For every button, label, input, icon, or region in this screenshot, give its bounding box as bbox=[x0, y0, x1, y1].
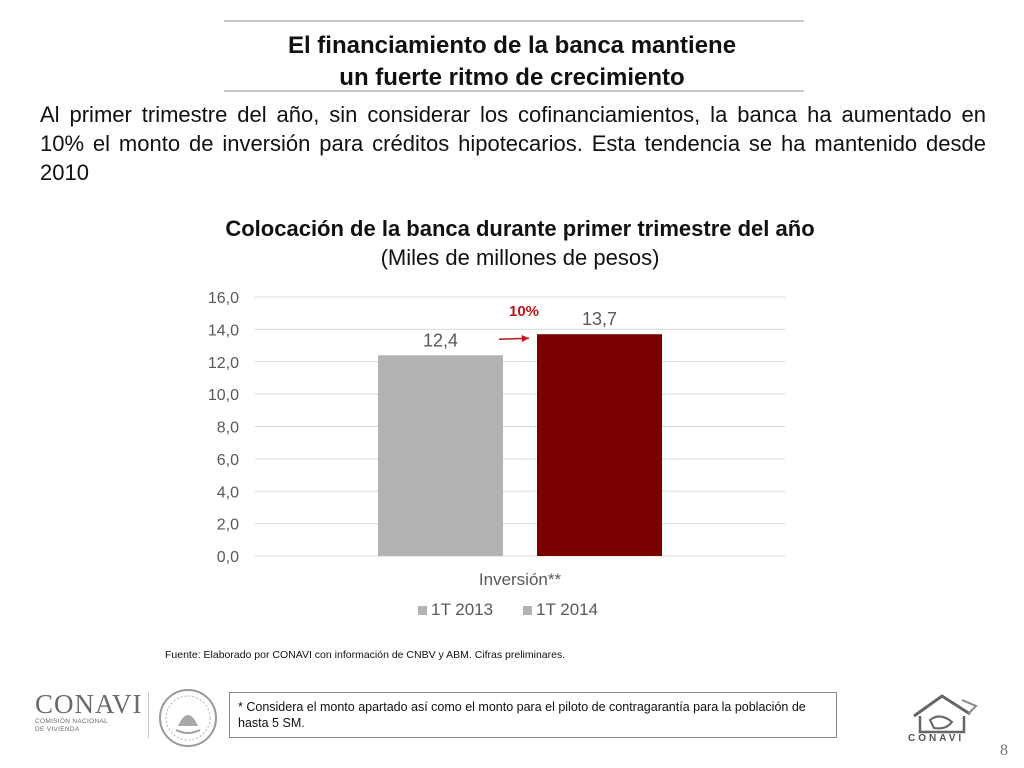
bar-chart: 0,0 2,0 4,0 6,0 8,0 10,0 12,0 14,0 16,0 12,4 13,7 I… bbox=[208, 290, 785, 619]
growth-annotation: 10% bbox=[509, 303, 539, 320]
legend-swatch bbox=[523, 606, 532, 615]
y-tick-label: 0,0 bbox=[217, 549, 239, 566]
data-label: 13,7 bbox=[582, 309, 617, 329]
page-number: 8 bbox=[1000, 742, 1008, 759]
bar-1t-2014 bbox=[537, 334, 662, 556]
footnote-box: * Considera el monto apartado así como e… bbox=[229, 692, 837, 738]
house-logo-icon bbox=[913, 694, 978, 734]
title-line-2: un fuerte ritmo de crecimiento bbox=[339, 64, 685, 91]
conavi-subtitle-line-1: COMISIÓN NACIONAL bbox=[35, 718, 108, 725]
growth-arrow-head bbox=[521, 335, 529, 342]
coat-of-arms-seal-icon bbox=[159, 689, 217, 747]
y-tick-label: 12,0 bbox=[208, 355, 239, 372]
y-tick-label: 14,0 bbox=[208, 322, 239, 339]
top-rule bbox=[224, 20, 804, 22]
legend-label: 1T 2014 bbox=[536, 600, 598, 619]
legend-swatch bbox=[418, 606, 427, 615]
chart-title: Colocación de la banca durante primer tr… bbox=[225, 216, 815, 241]
conavi-wordmark: CONAVI bbox=[35, 689, 143, 719]
source-note: Fuente: Elaborado por CONAVI con informa… bbox=[165, 649, 566, 661]
y-tick-label: 2,0 bbox=[217, 517, 239, 534]
y-tick-label: 4,0 bbox=[217, 484, 239, 501]
y-tick-label: 10,0 bbox=[208, 387, 239, 404]
chart-subtitle: (Miles de millones de pesos) bbox=[380, 245, 660, 270]
house-logo-wordmark: CONAVI bbox=[908, 733, 965, 744]
y-tick-label: 16,0 bbox=[208, 290, 239, 307]
chart-title-block: Colocación de la banca durante primer tr… bbox=[140, 214, 900, 272]
intro-text: Al primer trimestre del año, sin conside… bbox=[40, 102, 986, 185]
y-tick-label: 6,0 bbox=[217, 452, 239, 469]
y-tick-label: 8,0 bbox=[217, 420, 239, 437]
data-label: 12,4 bbox=[423, 330, 458, 350]
slide-title: El financiamiento de la banca mantiene u… bbox=[150, 30, 874, 94]
conavi-subtitle-line-2: DE VIVIENDA bbox=[35, 726, 80, 733]
logo-divider bbox=[148, 692, 149, 738]
legend-label: 1T 2013 bbox=[431, 600, 493, 619]
x-category-label: Inversión** bbox=[479, 570, 562, 589]
bar-1t-2013 bbox=[378, 355, 503, 556]
conavi-logo: CONAVI COMISIÓN NACIONAL DE VIVIENDA bbox=[35, 690, 145, 738]
title-line-1: El financiamiento de la banca mantiene bbox=[287, 32, 737, 59]
title-underline bbox=[224, 90, 804, 92]
